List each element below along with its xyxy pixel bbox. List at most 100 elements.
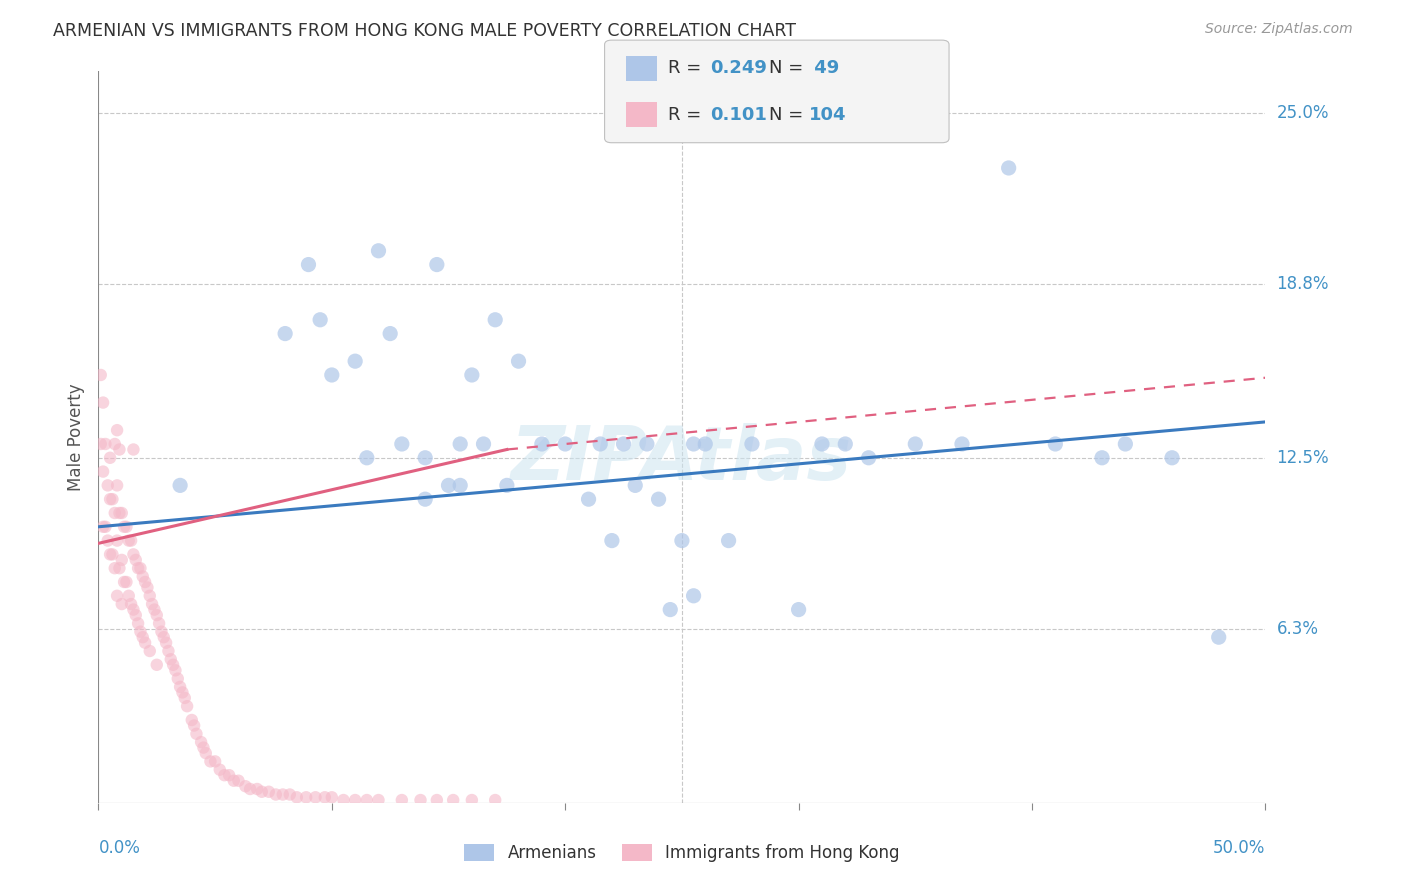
Point [449,478,471,492]
Point [367,793,389,807]
Point [264,788,287,802]
Point [314,790,336,805]
Point [150,624,173,639]
Point [118,533,141,548]
Point [104,506,127,520]
Y-axis label: Male Poverty: Male Poverty [67,384,86,491]
Point [129,561,152,575]
Text: 49: 49 [808,59,839,77]
Point [589,437,612,451]
Point [578,492,600,507]
Point [496,478,519,492]
Point [484,312,506,326]
Point [811,437,834,451]
Point [624,478,647,492]
Point [271,788,294,802]
Point [165,663,187,677]
Point [90,368,112,382]
Point [344,793,367,807]
Point [484,793,506,807]
Point [105,423,128,437]
Point [162,657,184,672]
Point [136,581,159,595]
Point [193,740,215,755]
Point [146,657,169,672]
Point [472,437,495,451]
Point [1091,450,1114,465]
Point [413,492,436,507]
Point [239,782,262,797]
Point [671,533,693,548]
Point [94,437,117,451]
Point [108,442,131,457]
Point [98,548,121,562]
Point [356,450,378,465]
Point [285,790,308,805]
Point [297,258,319,272]
Text: N =: N = [769,106,808,124]
Point [97,478,120,492]
Point [391,437,413,451]
Point [741,437,763,451]
Text: ARMENIAN VS IMMIGRANTS FROM HONG KONG MALE POVERTY CORRELATION CHART: ARMENIAN VS IMMIGRANTS FROM HONG KONG MA… [53,22,796,40]
Point [132,569,155,583]
Point [636,437,658,451]
Point [132,630,155,644]
Point [787,602,810,616]
Text: R =: R = [668,59,707,77]
Point [97,533,120,548]
Point [91,520,114,534]
Point [274,326,297,341]
Point [858,450,880,465]
Point [152,630,174,644]
Point [122,548,145,562]
Point [246,782,269,797]
Text: 25.0%: 25.0% [1277,103,1329,122]
Text: R =: R = [668,106,713,124]
Point [332,793,354,807]
Point [176,699,198,714]
Point [155,636,177,650]
Point [120,597,142,611]
Point [118,589,141,603]
Point [695,437,717,451]
Point [129,624,152,639]
Point [1208,630,1230,644]
Point [146,608,169,623]
Point [169,680,191,694]
Point [904,437,927,451]
Point [139,644,162,658]
Point [647,492,669,507]
Point [600,533,623,548]
Point [250,785,273,799]
Point [309,312,332,326]
Point [200,755,222,769]
Point [120,533,142,548]
Point [112,520,135,534]
Point [90,437,112,451]
Point [148,616,170,631]
Point [127,616,149,631]
Point [94,520,117,534]
Text: ZIPAtlas: ZIPAtlas [512,423,852,496]
Text: 0.249: 0.249 [710,59,766,77]
Point [717,533,740,548]
Text: 6.3%: 6.3% [1277,620,1319,638]
Point [257,785,280,799]
Text: 0.0%: 0.0% [98,838,141,857]
Point [180,713,202,727]
Point [104,561,127,575]
Point [380,326,402,341]
Point [143,602,166,616]
Point [108,506,131,520]
Text: N =: N = [769,59,808,77]
Point [173,690,195,705]
Point [139,589,162,603]
Point [112,574,135,589]
Point [613,437,636,451]
Point [122,602,145,616]
Point [125,608,148,623]
Legend: Armenians, Immigrants from Hong Kong: Armenians, Immigrants from Hong Kong [458,837,905,869]
Point [98,492,121,507]
Point [295,790,318,805]
